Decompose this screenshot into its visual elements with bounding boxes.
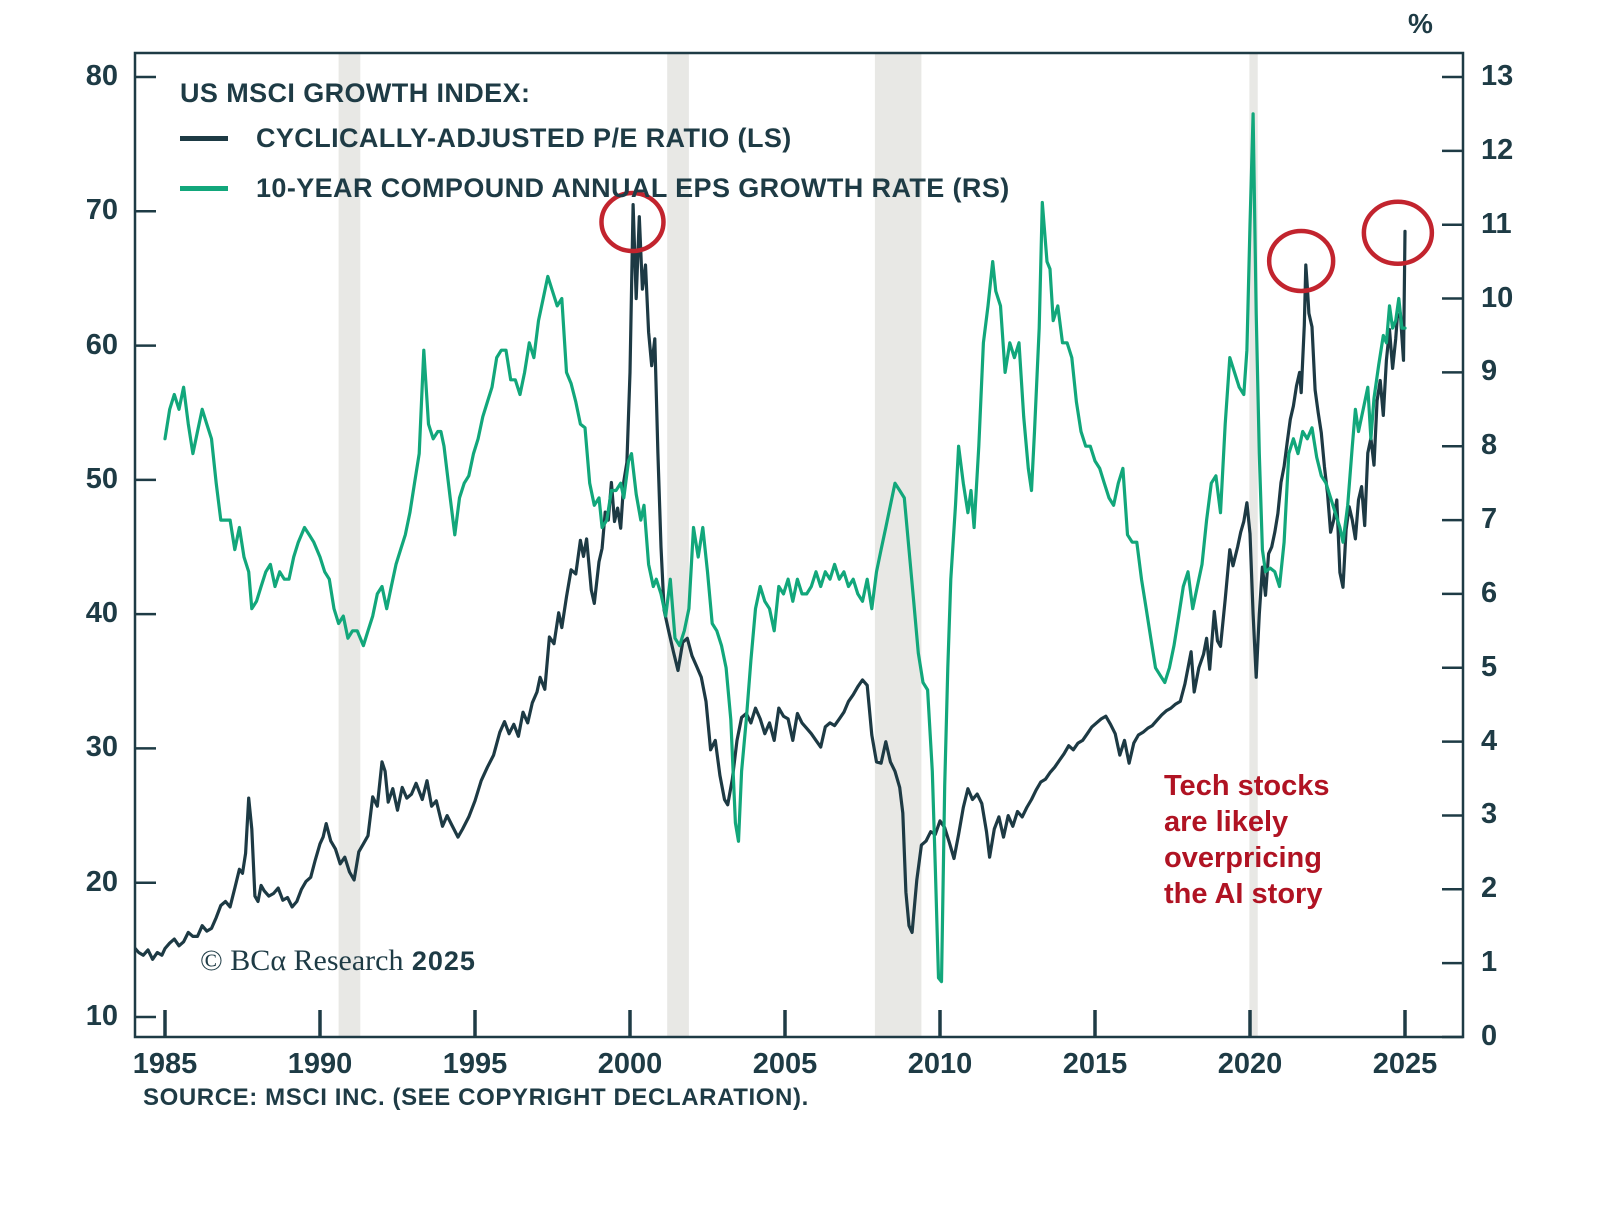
x-axis-tick-label: 2025 [1372, 1048, 1438, 1080]
legend-line-swatch-green [180, 186, 228, 191]
series-line-eps-growth [163, 112, 1407, 984]
chart-title: US MSCI GROWTH INDEX: [180, 78, 531, 108]
watermark-brand: © BCα Research [200, 944, 404, 977]
series-line-pe-ratio [135, 203, 1407, 961]
left-axis-tick-label: 10 [85, 1000, 118, 1032]
right-axis-tick-label: 4 [1481, 724, 1498, 757]
right-axis-tick-label: 3 [1481, 798, 1498, 831]
right-axis-unit-label: % [1408, 8, 1433, 39]
right-axis-tick-label: 13 [1481, 60, 1514, 92]
left-axis-tick-label: 60 [85, 328, 118, 361]
legend-item-pe-ratio: CYCLICALLY-ADJUSTED P/E RATIO (LS) [180, 123, 1010, 154]
right-axis-tick-label: 1 [1481, 946, 1498, 979]
annotation-tech-stocks: Tech stocks are likely overpricing the A… [1164, 768, 1329, 912]
watermark-bca-research: © BCα Research 2025 [200, 944, 476, 978]
legend-label-pe-ratio: CYCLICALLY-ADJUSTED P/E RATIO (LS) [256, 123, 792, 153]
x-axis-tick-label: 2015 [1062, 1048, 1128, 1080]
annotation-line: overpricing [1164, 842, 1322, 874]
annotation-line: are likely [1164, 806, 1289, 838]
x-axis-tick-label: 1990 [287, 1048, 353, 1080]
watermark-year: 2025 [411, 946, 476, 976]
right-axis-tick-label: 7 [1481, 503, 1498, 536]
legend: US MSCI GROWTH INDEX: CYCLICALLY-ADJUSTE… [180, 78, 1010, 223]
right-axis-tick-label: 2 [1481, 872, 1498, 905]
legend-label-eps-growth: 10-YEAR COMPOUND ANNUAL EPS GROWTH RATE … [256, 173, 1010, 203]
left-axis-tick-label: 70 [85, 194, 118, 227]
x-axis-tick-label: 2000 [597, 1048, 663, 1080]
plot-border [133, 51, 1465, 1039]
annotation-line: Tech stocks [1164, 770, 1330, 802]
x-axis-tick-label: 2020 [1217, 1048, 1283, 1080]
right-axis-tick-label: 0 [1481, 1020, 1498, 1052]
highlight-circle [599, 190, 666, 254]
left-axis-tick-label: 40 [85, 597, 118, 630]
right-axis-tick-label: 6 [1481, 576, 1498, 609]
recession-band [667, 53, 689, 1037]
left-axis-tick-label: 80 [85, 60, 118, 92]
right-axis-tick-label: 10 [1481, 281, 1514, 314]
x-axis-tick-label: 1995 [442, 1048, 508, 1080]
right-axis-tick-label: 12 [1481, 133, 1514, 166]
source-note: SOURCE: MSCI INC. (SEE COPYRIGHT DECLARA… [143, 1084, 809, 1111]
left-axis-tick-label: 50 [85, 462, 118, 495]
x-axis-tick-label: 2005 [752, 1048, 818, 1080]
left-axis-tick-label: 30 [85, 731, 118, 764]
recession-band [338, 53, 361, 1037]
x-axis-tick-label: 1985 [132, 1048, 198, 1080]
right-axis-tick-label: 11 [1481, 207, 1512, 240]
highlight-circle [1266, 228, 1336, 294]
recession-band [1249, 53, 1258, 1037]
right-axis-tick-label: 8 [1481, 429, 1498, 462]
annotation-line: the AI story [1164, 878, 1323, 910]
right-axis-tick-label: 5 [1481, 650, 1498, 683]
legend-item-eps-growth: 10-YEAR COMPOUND ANNUAL EPS GROWTH RATE … [180, 173, 1010, 204]
legend-line-swatch-navy [180, 136, 228, 141]
left-axis-tick-label: 20 [85, 865, 118, 898]
highlight-circle [1361, 199, 1435, 267]
right-axis-tick-label: 9 [1481, 355, 1498, 388]
x-axis-tick-label: 2010 [907, 1048, 973, 1080]
